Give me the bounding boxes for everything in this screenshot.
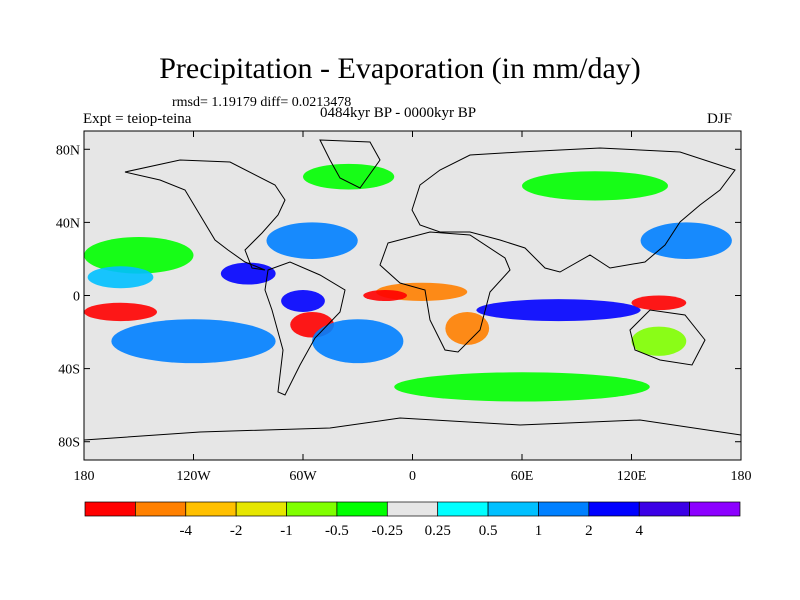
colorbar: -4 -2 -1 -0.5 -0.25 0.25 0.5 1 2 4 bbox=[84, 501, 741, 539]
colorbar-swatch bbox=[135, 501, 187, 517]
lon-tick-label: 120W bbox=[176, 469, 211, 484]
lat-tick-label: 40N bbox=[56, 216, 80, 231]
colorbar-swatch bbox=[84, 501, 136, 517]
lon-tick-label: 0 bbox=[409, 469, 416, 484]
colorbar-swatch bbox=[185, 501, 237, 517]
field-australia-green bbox=[631, 326, 687, 356]
colorbar-swatch bbox=[336, 501, 388, 517]
lon-tick-label: 60W bbox=[289, 469, 317, 484]
field-greenland-green bbox=[303, 163, 395, 190]
colorbar-label: -1 bbox=[280, 523, 293, 539]
coastline-greenland bbox=[319, 139, 381, 189]
colorbar-label: 2 bbox=[585, 523, 593, 539]
coastline-africa bbox=[379, 231, 511, 353]
field-layer bbox=[84, 163, 732, 402]
colorbar-swatch bbox=[588, 501, 640, 517]
field-north-atlantic-blue bbox=[266, 222, 358, 259]
field-north-pacific-green bbox=[84, 237, 194, 274]
colorbar-swatch bbox=[638, 501, 690, 517]
lon-tick-label: 180 bbox=[731, 469, 752, 484]
field-siberia-green bbox=[522, 171, 668, 201]
experiment-label: Expt = teiop-teina bbox=[83, 111, 192, 127]
colorbar-label: -0.25 bbox=[372, 523, 403, 539]
colorbar-swatch bbox=[286, 501, 338, 517]
colorbar-label: -0.5 bbox=[325, 523, 349, 539]
field-south-africa-orange bbox=[445, 311, 490, 345]
colorbar-label: 0.5 bbox=[479, 523, 498, 539]
colorbar-label: 0.25 bbox=[425, 523, 451, 539]
lat-tick-label: 0 bbox=[73, 290, 80, 305]
coastline-antarctica bbox=[84, 417, 741, 441]
lat-tick-label: 40S bbox=[58, 363, 80, 378]
colorbar-label: 4 bbox=[635, 523, 643, 539]
lon-tick-label: 120E bbox=[617, 469, 647, 484]
colorbar-swatch bbox=[386, 501, 439, 517]
field-indian-ocean-blue bbox=[476, 299, 641, 322]
colorbar-swatch bbox=[437, 501, 489, 517]
coastline-australia bbox=[629, 309, 706, 366]
field-south-pacific-blue bbox=[111, 319, 276, 364]
lon-tick-label: 60E bbox=[511, 469, 534, 484]
axis-ticks: 180 120W 60W 0 60E 120E 180 80N 40N 0 40S 80S bbox=[56, 131, 752, 484]
lon-tick-label: 180 bbox=[74, 469, 95, 484]
coastline-south-america bbox=[264, 261, 346, 396]
colorbar-label: -4 bbox=[180, 523, 193, 539]
field-central-america-blue bbox=[220, 262, 276, 285]
lat-tick-label: 80S bbox=[58, 436, 80, 451]
season-label: DJF bbox=[707, 111, 733, 127]
colorbar-swatch bbox=[235, 501, 287, 517]
field-southern-ocean-green bbox=[394, 372, 650, 402]
plot-title: Precipitation - Evaporation (in mm/day) bbox=[159, 52, 641, 85]
lat-tick-label: 80N bbox=[56, 143, 80, 158]
coastlines bbox=[84, 139, 741, 441]
field-west-pacific-blue bbox=[640, 222, 732, 259]
coastline-eurasia bbox=[411, 147, 736, 273]
period-label: 0484kyr BP - 0000kyr BP bbox=[320, 105, 477, 121]
colorbar-swatch bbox=[487, 501, 539, 517]
field-amazon-blue bbox=[281, 290, 325, 312]
colorbar-swatch bbox=[538, 501, 590, 517]
colorbar-label: -2 bbox=[230, 523, 243, 539]
field-africa-red bbox=[363, 290, 408, 301]
field-equatorial-pacific-red bbox=[84, 302, 157, 322]
field-maritime-red bbox=[631, 295, 687, 311]
field-north-pacific-cyan bbox=[87, 266, 154, 289]
field-south-atlantic-blue bbox=[312, 319, 404, 364]
coastline-north-america bbox=[124, 159, 286, 271]
stats-line: rmsd= 1.19179 diff= 0.0213478 bbox=[172, 95, 352, 110]
colorbar-swatch bbox=[689, 501, 741, 517]
colorbar-label: 1 bbox=[535, 523, 543, 539]
